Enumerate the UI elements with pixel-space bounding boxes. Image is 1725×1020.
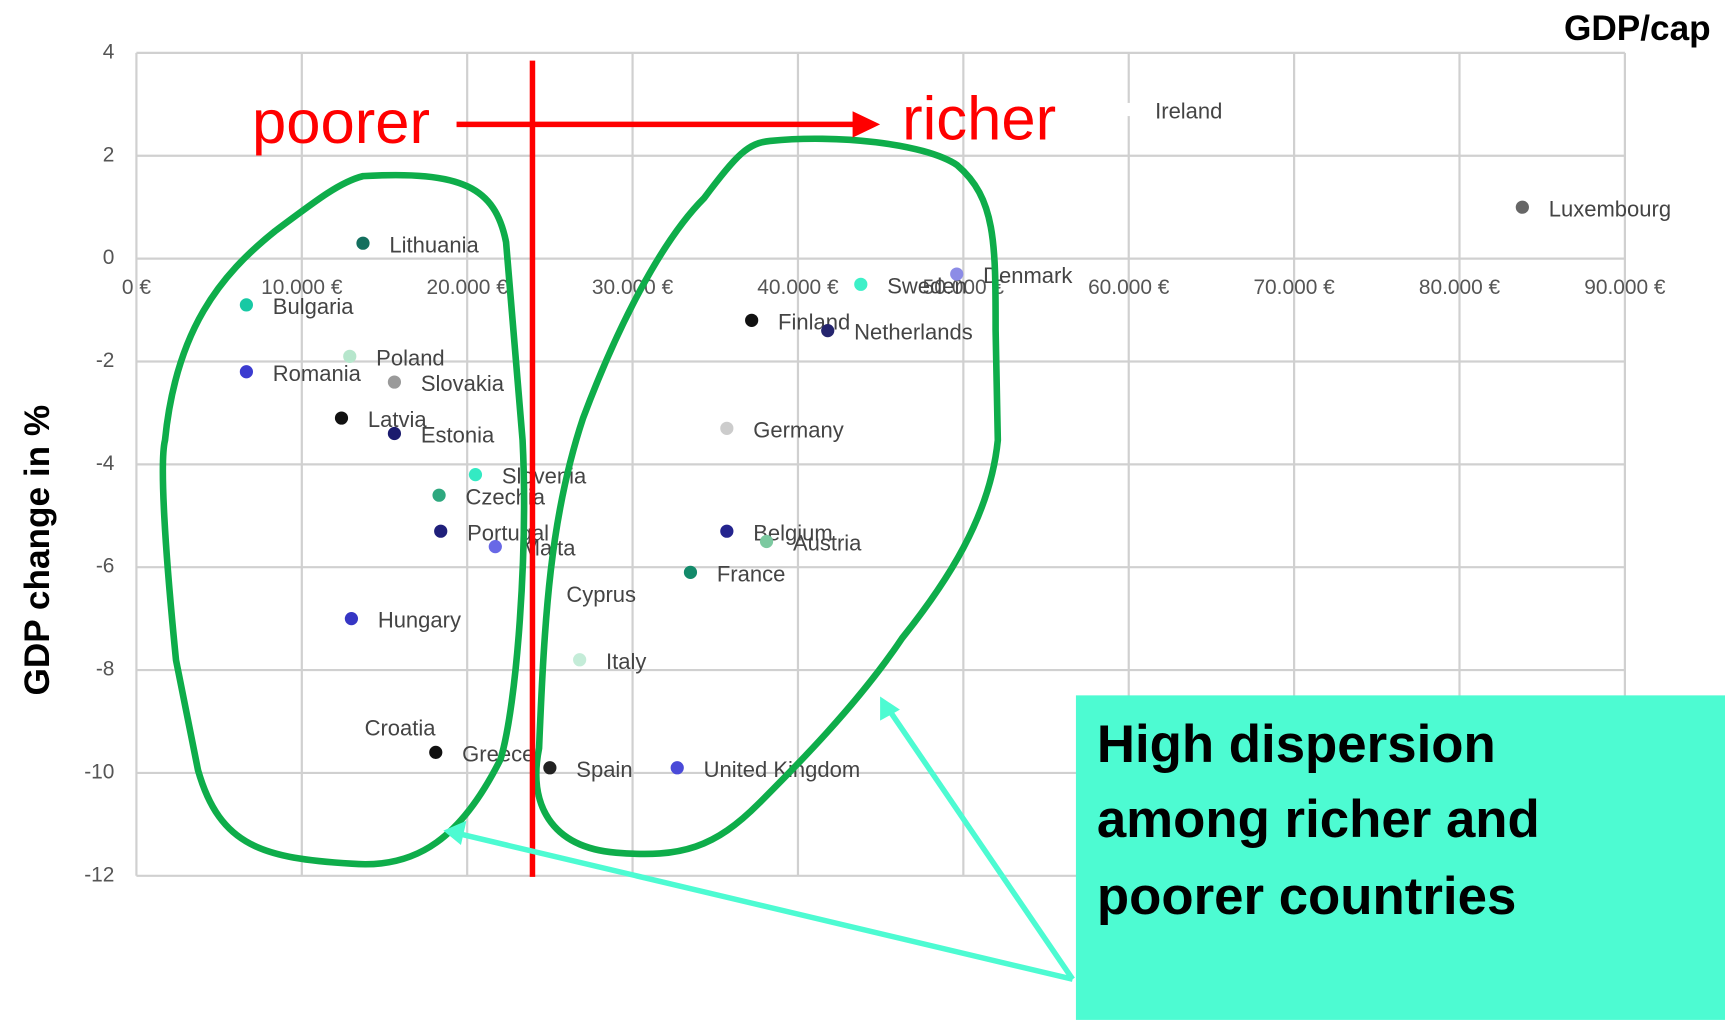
y-tick-label: -6 — [96, 555, 115, 578]
y-tick-label: -4 — [96, 452, 115, 475]
point-label: Spain — [576, 757, 632, 782]
point — [1515, 200, 1529, 214]
point-label: Portugal — [467, 520, 549, 545]
callout-box — [1075, 695, 1725, 1020]
point — [573, 653, 587, 667]
point-label: Hungary — [378, 608, 461, 633]
point — [434, 524, 448, 538]
arrow-head — [852, 111, 881, 138]
point-label: Romania — [273, 361, 362, 386]
point-label: Estonia — [421, 423, 495, 448]
point — [1122, 102, 1136, 117]
x-tick-label: 20.000 € — [427, 276, 509, 299]
point — [432, 488, 446, 502]
arrow-head — [880, 696, 900, 721]
point-label: Austria — [793, 531, 862, 556]
point-label: Croatia — [365, 716, 437, 741]
point — [239, 365, 253, 379]
point — [387, 375, 402, 389]
point — [759, 534, 774, 549]
point-label: Slovakia — [421, 371, 505, 396]
y-axis-label: GDP change in % — [18, 405, 57, 696]
x-tick-label: 80.000 € — [1419, 276, 1501, 299]
point — [745, 313, 759, 327]
point — [720, 421, 734, 435]
callout-text: among richer and — [1097, 790, 1540, 849]
points: LithuaniaBulgariaRomaniaPolandSlovakiaLa… — [239, 99, 1671, 782]
x-tick-label: 60.000 € — [1088, 276, 1170, 299]
point-label: Netherlands — [854, 320, 973, 345]
arrow — [459, 831, 1074, 982]
point — [670, 761, 684, 775]
y-tick-label: 4 — [103, 40, 115, 63]
point-label: Poland — [376, 345, 445, 370]
y-tick-label: -2 — [96, 349, 115, 372]
point — [533, 586, 547, 600]
arrow-head — [443, 820, 467, 845]
point — [950, 267, 964, 281]
y-tick-label: -10 — [84, 760, 114, 783]
point-label: Ireland — [1155, 99, 1222, 124]
x-tick-label: 70.000 € — [1253, 276, 1335, 299]
point — [331, 720, 345, 734]
callout-text: High dispersion — [1097, 715, 1496, 774]
point — [334, 411, 349, 425]
y-tick-label: -12 — [84, 863, 114, 886]
y-tick-label: 2 — [103, 143, 115, 166]
point-label: Luxembourg — [1549, 196, 1671, 221]
callout-text: poorer countries — [1097, 867, 1517, 926]
x-tick-label: 50.000 € — [923, 276, 1005, 299]
arrow — [886, 708, 1075, 981]
x-tick-label: 30.000 € — [592, 276, 674, 299]
x-tick-label: 40.000 € — [757, 276, 839, 299]
point — [854, 277, 868, 291]
richer-loop — [533, 135, 1002, 858]
x-tick-label: 90.000 € — [1584, 276, 1666, 299]
x-axis-label: GDP/cap — [1564, 9, 1711, 48]
x-tick-label: 0 € — [122, 276, 151, 299]
point — [683, 565, 698, 579]
point — [387, 426, 402, 441]
point — [488, 540, 502, 554]
point-label: Slovenia — [502, 464, 587, 489]
x-tick-label: 10.000 € — [261, 276, 343, 299]
point-label: Italy — [606, 649, 646, 674]
point — [343, 349, 357, 363]
point-label: Germany — [753, 417, 843, 442]
poorer-loop — [159, 171, 528, 868]
point-label: Bulgaria — [273, 294, 354, 319]
point — [239, 298, 253, 312]
y-tick-label: -8 — [96, 658, 115, 681]
annotation: richer — [902, 85, 1056, 154]
point — [356, 236, 370, 250]
point — [468, 468, 483, 482]
point — [429, 745, 443, 759]
y-tick-label: 0 — [103, 246, 115, 269]
point — [543, 761, 557, 775]
annotation: poorer — [252, 88, 430, 157]
point-label: Finland — [778, 309, 850, 334]
point-label: Cyprus — [566, 582, 636, 607]
point-label: France — [717, 561, 785, 586]
point — [344, 612, 359, 626]
point — [720, 524, 734, 538]
point — [821, 324, 835, 338]
point-label: Lithuania — [389, 232, 479, 257]
